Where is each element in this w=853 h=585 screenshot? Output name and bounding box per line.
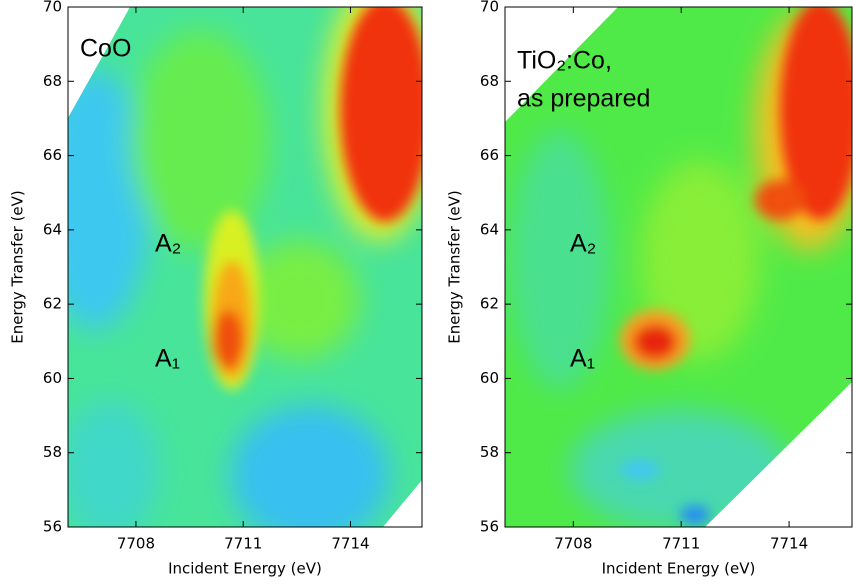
annotation: CoO (80, 35, 131, 63)
y-tick-label: 60 (43, 369, 62, 387)
x-tick-label: 7714 (331, 535, 369, 553)
x-tick-label: 7708 (117, 535, 155, 553)
x-tick-label: 7711 (224, 535, 262, 553)
y-tick-label: 68 (480, 72, 499, 90)
y-axis-label: Energy Transfer (eV) (9, 190, 27, 344)
y-tick-label: 66 (43, 146, 62, 164)
x-tick-label: 7714 (770, 535, 808, 553)
y-tick-label: 64 (480, 220, 499, 238)
y-tick-label: 66 (480, 146, 499, 164)
annotation: A₁ (570, 345, 595, 373)
annotation: A₂ (570, 230, 596, 258)
plot-frame (504, 6, 853, 528)
annotation: A₁ (155, 345, 180, 373)
y-tick-label: 62 (480, 295, 499, 313)
x-tick-label: 7708 (554, 535, 592, 553)
y-tick-label: 62 (43, 295, 62, 313)
x-axis-label: Incident Energy (eV) (168, 560, 322, 578)
y-tick-label: 70 (480, 0, 499, 16)
x-axis-label: Incident Energy (eV) (602, 560, 756, 578)
heatmap-field (505, 7, 852, 527)
y-tick-label: 60 (480, 369, 499, 387)
y-tick-label: 58 (480, 443, 499, 461)
x-tick-label: 7711 (662, 535, 700, 553)
annotation: TiO₂:Co, (517, 47, 612, 75)
y-tick-label: 56 (43, 518, 62, 536)
annotation: A₂ (155, 230, 181, 258)
y-tick-label: 70 (43, 0, 62, 16)
y-axis-label: Energy Transfer (eV) (446, 190, 464, 344)
y-tick-label: 56 (480, 518, 499, 536)
y-tick-label: 64 (43, 220, 62, 238)
y-tick-label: 58 (43, 443, 62, 461)
heatmap-field (68, 7, 422, 527)
annotation: as prepared (517, 85, 650, 113)
plot-frame (67, 6, 423, 528)
y-tick-label: 68 (43, 72, 62, 90)
